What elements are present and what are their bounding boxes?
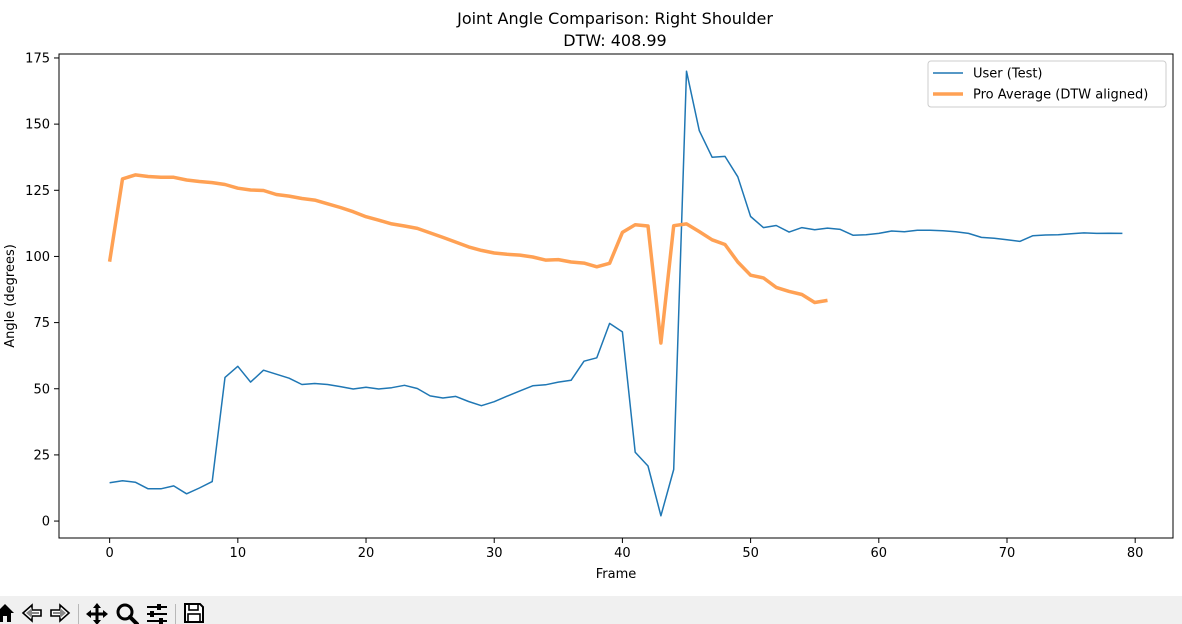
zoom-icon — [116, 603, 139, 624]
forward-arrow-icon — [50, 603, 71, 623]
y-tick-label: 100 — [25, 250, 50, 265]
x-tick-label: 50 — [742, 546, 759, 561]
x-tick-label: 70 — [999, 546, 1016, 561]
zoom-button[interactable] — [114, 602, 140, 624]
chart-title: Joint Angle Comparison: Right Shoulder — [456, 9, 773, 28]
back-button[interactable] — [19, 602, 45, 624]
axes: 0 10 20 30 40 50 60 70 80 0 25 50 75 100 125 150 175 — [25, 51, 1174, 561]
y-tick-label: 125 — [25, 184, 50, 199]
x-tick-label: 30 — [486, 546, 503, 561]
legend-entry: User (Test) — [973, 67, 1043, 82]
save-button[interactable] — [181, 602, 207, 624]
x-tick-label: 40 — [614, 546, 631, 561]
x-tick-label: 80 — [1127, 546, 1144, 561]
axes-frame — [58, 53, 1174, 539]
toolbar-separator — [78, 604, 79, 624]
y-tick-label: 175 — [25, 51, 50, 66]
legend-box — [927, 60, 1167, 108]
toolbar-separator — [175, 604, 176, 624]
configure-subplots-button[interactable] — [144, 602, 170, 624]
forward-button[interactable] — [47, 602, 73, 624]
home-icon — [0, 604, 14, 622]
pan-button[interactable] — [84, 602, 110, 624]
legend: User (Test) Pro Average (DTW aligned) — [927, 60, 1167, 108]
legend-entry: Pro Average (DTW aligned) — [973, 88, 1148, 103]
y-tick-label: 25 — [33, 448, 50, 463]
y-axis-label: Angle (degrees) — [3, 244, 18, 348]
series-line-1 — [107, 173, 828, 345]
move-icon — [86, 603, 108, 624]
y-tick-label: 150 — [25, 118, 50, 133]
x-tick-label: 10 — [230, 546, 247, 561]
x-tick-label: 20 — [358, 546, 375, 561]
x-tick-label: 0 — [105, 546, 113, 561]
save-icon — [184, 603, 204, 623]
series-line-0 — [109, 70, 1123, 517]
home-button[interactable] — [0, 602, 18, 624]
y-tick-label: 50 — [33, 382, 50, 397]
plot-area — [107, 70, 1123, 517]
y-tick-label: 75 — [33, 316, 50, 331]
chart-subtitle: DTW: 408.99 — [563, 31, 666, 50]
navigation-toolbar — [0, 596, 1182, 624]
x-tick-label: 60 — [871, 546, 888, 561]
chart: Joint Angle Comparison: Right Shoulder D… — [3, 9, 1174, 582]
x-axis-label: Frame — [596, 567, 637, 582]
y-tick-label: 0 — [42, 515, 50, 530]
sliders-icon — [147, 604, 167, 624]
back-arrow-icon — [21, 603, 42, 623]
